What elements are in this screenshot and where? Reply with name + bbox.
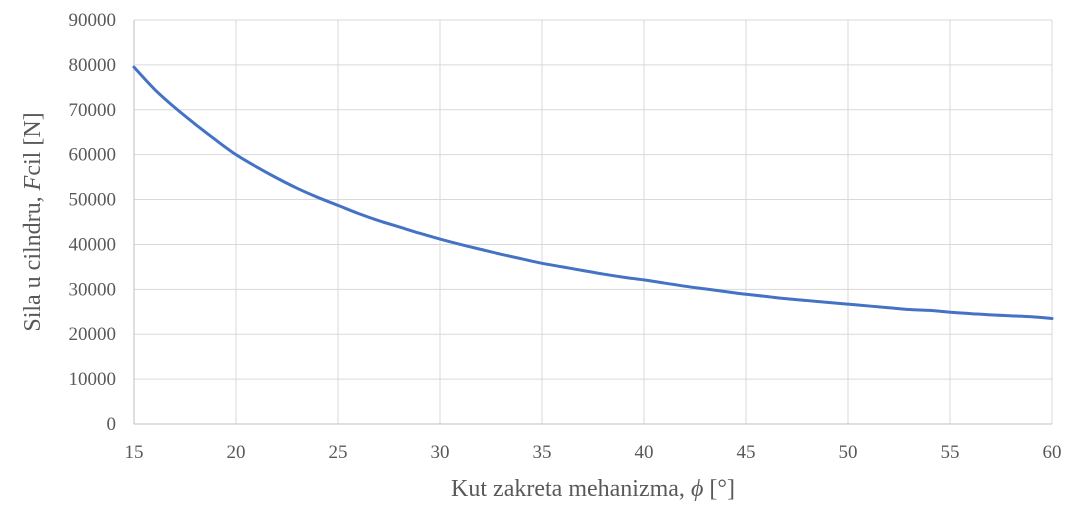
grid-layer <box>134 19 1053 424</box>
x-tick-label: 50 <box>839 442 858 463</box>
y-tick-label: 30000 <box>69 279 117 300</box>
x-tick-labels: 15 20 25 30 35 40 45 50 55 60 <box>125 442 1062 463</box>
axis-layer <box>133 20 1052 425</box>
x-tick-label: 30 <box>431 442 450 463</box>
x-tick-label: 15 <box>125 442 144 463</box>
series-layer <box>132 65 1054 321</box>
y-tick-label: 0 <box>107 414 117 435</box>
x-tick-label: 40 <box>635 442 654 463</box>
x-tick-label: 35 <box>533 442 552 463</box>
y-tick-label: 40000 <box>69 234 117 255</box>
y-tick-label: 10000 <box>69 369 117 390</box>
y-axis-title: Sila u cilndru, Fcil [N] <box>20 112 46 331</box>
x-tick-label: 20 <box>227 442 246 463</box>
y-tick-label: 90000 <box>69 10 117 31</box>
x-tick-label: 45 <box>737 442 756 463</box>
y-tick-label: 80000 <box>69 55 117 76</box>
x-tick-label: 25 <box>329 442 348 463</box>
x-axis-title: Kut zakreta mehanizma, ϕ [°] <box>451 476 735 502</box>
series-line <box>132 65 1054 321</box>
y-tick-label: 60000 <box>69 145 117 166</box>
y-tick-label: 70000 <box>69 100 117 121</box>
x-tick-label: 55 <box>941 442 960 463</box>
y-tick-label: 20000 <box>69 324 117 345</box>
y-tick-label: 50000 <box>69 190 117 211</box>
y-tick-labels: 0 10000 20000 30000 40000 50000 60000 70000 8000… <box>69 10 117 435</box>
x-tick-label: 60 <box>1043 442 1062 463</box>
